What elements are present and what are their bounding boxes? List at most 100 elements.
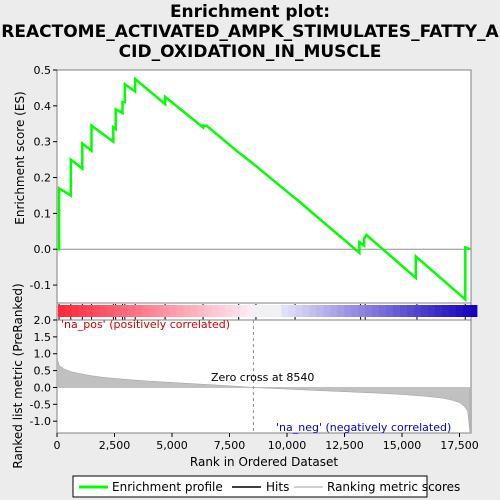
heat-strip-cell [260,305,268,317]
ranked-ytick-label: -1.0 [30,415,51,428]
heat-strip-cell [239,305,247,317]
legend-hits-label: Hits [266,480,289,494]
heat-strip-cell [134,305,143,317]
x-tick-label: 0 [54,439,61,452]
heat-strip-cell [78,305,87,317]
heat-strip-cell [99,305,108,317]
heat-strip-cell [232,305,240,317]
heat-strip-cell [176,305,185,317]
zero-cross-label: Zero cross at 8540 [211,371,314,384]
heat-strip-cell [148,305,157,317]
heat-strip-cell [421,305,429,317]
heat-strip-cell [92,305,101,317]
legend-enrichment-label: Enrichment profile [112,480,223,494]
heat-strip-cell [106,305,115,317]
es-ylabel: Enrichment score (ES) [13,91,27,224]
heat-strip-cell [169,305,178,317]
heat-strip-cell [442,305,450,317]
heat-strip-cell [211,305,219,317]
heat-strip-cell [71,305,80,317]
heat-strip-cell [365,305,373,317]
title-line-2: REACTOME_ACTIVATED_AMPK_STIMULATES_FATTY… [1,22,499,42]
x-axis-label: Rank in Ordered Dataset [190,455,338,469]
heat-strip-cell [351,305,359,317]
heat-strip-cell [330,305,338,317]
legend-ranking-label: Ranking metric scores [327,480,460,494]
ranked-ytick-label: 2.0 [34,314,52,327]
heat-strip-cell [309,305,317,317]
heat-strip-cell [281,305,289,317]
heat-strip-cell [225,305,233,317]
heat-strip-cell [204,305,212,317]
heat-strip-cell [428,305,436,317]
x-tick-label: 12,500 [325,439,364,452]
heat-strip-cell [155,305,164,317]
heat-strip-cell [469,305,478,317]
heat-strip-cell [253,305,261,317]
heat-strip-cell [414,305,422,317]
ranking-metric-area [56,355,471,433]
heat-strip-cell [344,305,352,317]
ranked-ylabel: Ranked list metric (PreRanked) [11,283,25,468]
heat-strip-cell [462,305,471,317]
heat-strip-cell [400,305,408,317]
es-ytick-label: 0.4 [34,100,52,113]
ranked-ytick-label: 1.5 [34,331,52,344]
enrichment-profile-line [57,76,471,303]
heat-strip-cell [120,305,129,317]
heat-strip-cell [113,305,122,317]
heat-strip-cell [386,305,394,317]
heat-strip-cell [197,305,206,317]
heat-strip-cell [288,305,296,317]
heat-strip-cell [337,305,345,317]
heat-strip-cell [316,305,324,317]
heat-strip-cell [295,305,303,317]
heat-strip-cell [455,305,464,317]
ranked-ytick-label: 0.0 [34,381,52,394]
title-line-3: CID_OXIDATION_IN_MUSCLE [118,42,382,62]
heat-strip-cell [274,305,282,317]
x-tick-label: 2,500 [99,439,131,452]
heat-strip-cell [162,305,171,317]
ranked-panel [56,319,472,434]
x-tick-label: 15,000 [383,439,422,452]
heat-strip-cell [127,305,136,317]
ranked-ytick-label: 0.5 [34,365,52,378]
negative-correlation-label: 'na_neg' (negatively correlated) [276,421,451,434]
es-ytick-label: 0.1 [34,207,52,220]
heat-strip-cell [379,305,387,317]
x-tick-label: 10,000 [268,439,307,452]
chart-title: Enrichment plot: REACTOME_ACTIVATED_AMPK… [0,2,500,62]
heat-strip-cell [323,305,331,317]
heat-strip-cell [407,305,415,317]
es-panel [56,69,472,304]
heat-strip-cell [64,305,73,317]
heat-strip-cell [183,305,192,317]
heat-strip-cell [302,305,310,317]
es-ytick-label: 0.0 [34,243,52,256]
heat-strip-cell [190,305,199,317]
heat-strip-cell [267,305,275,317]
heat-strip-cell [435,305,443,317]
heat-strip-cell [218,305,226,317]
positive-correlation-label: 'na_pos' (positively correlated) [61,318,230,331]
es-ytick-label: -0.1 [30,279,51,292]
heat-strip-cell [57,305,66,317]
heat-strip-cell [85,305,94,317]
ranked-ytick-label: -0.5 [30,398,51,411]
x-tick-label: 7,500 [214,439,246,452]
ranked-ytick-label: 1.0 [34,348,52,361]
heat-strip-cell [141,305,150,317]
heat-strip-cell [393,305,401,317]
heat-strip-cell [449,305,457,317]
es-ytick-label: 0.2 [34,172,52,185]
es-ytick-label: 0.3 [34,136,52,149]
heat-strip-cell [358,305,366,317]
es-ytick-label: 0.5 [34,64,52,77]
title-line-1: Enrichment plot: [169,2,331,22]
heat-strip-cell [246,305,254,317]
x-tick-label: 17,500 [440,439,479,452]
x-tick-label: 5,000 [156,439,188,452]
heat-strip-cell [372,305,380,317]
